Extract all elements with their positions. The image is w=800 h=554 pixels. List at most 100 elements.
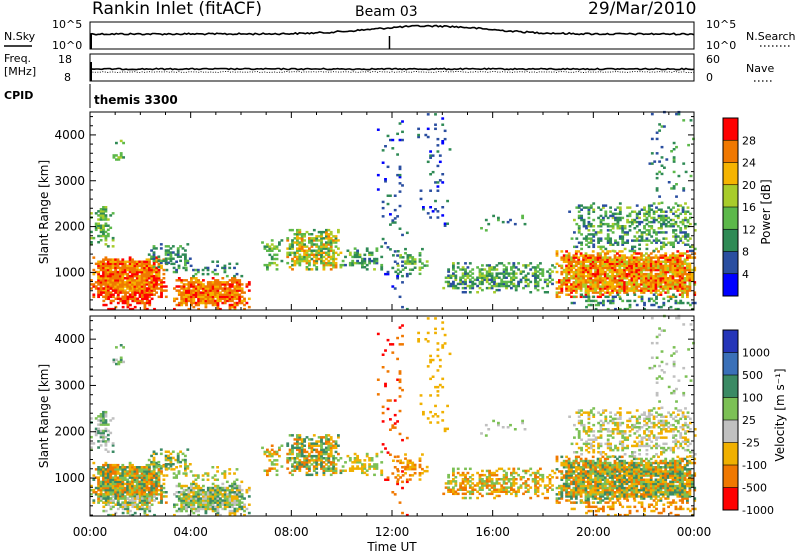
- velocity-cell: [138, 501, 142, 504]
- power-cell: [112, 307, 115, 311]
- velocity-cell: [123, 482, 127, 486]
- power-cell: [312, 255, 316, 259]
- power-cell: [613, 281, 617, 284]
- power-cell: [620, 262, 624, 266]
- power-cell: [611, 287, 615, 290]
- power-cell: [143, 297, 147, 301]
- velocity-cell: [308, 446, 311, 450]
- power-cell: [620, 272, 624, 276]
- power-cell: [683, 268, 687, 272]
- power-cell: [478, 270, 482, 273]
- power-cell: [99, 289, 103, 292]
- power-cell: [510, 266, 513, 269]
- velocity-heatmap: [90, 314, 697, 517]
- power-cell: [495, 284, 499, 288]
- power-cell: [131, 283, 134, 286]
- power-cell: [584, 254, 588, 257]
- power-cell: [337, 247, 340, 250]
- velocity-cell: [102, 431, 105, 435]
- velocity-cell: [197, 486, 201, 490]
- power-cell: [596, 264, 600, 268]
- power-cell: [645, 283, 648, 286]
- power-cell: [187, 283, 191, 286]
- power-cell: [650, 220, 654, 224]
- velocity-cell: [111, 442, 115, 445]
- power-cell: [135, 277, 139, 280]
- velocity-cell: [111, 491, 115, 494]
- power-cell: [648, 162, 652, 165]
- power-cell: [582, 222, 586, 226]
- power-cell: [392, 254, 395, 257]
- power-cell: [384, 178, 387, 181]
- power-cell: [329, 257, 333, 261]
- power-cell: [587, 229, 591, 232]
- power-cell: [106, 283, 110, 286]
- power-cell: [484, 229, 488, 232]
- power-cell: [115, 154, 118, 157]
- velocity-cell: [339, 471, 343, 475]
- power-cell: [365, 249, 369, 252]
- velocity-cell: [300, 461, 304, 464]
- power-cell: [124, 293, 127, 296]
- power-cell: [601, 270, 605, 274]
- power-cell: [657, 250, 660, 253]
- power-cell: [92, 293, 96, 296]
- power-cell: [626, 206, 630, 209]
- velocity-cell: [140, 476, 144, 479]
- power-cell: [587, 210, 591, 213]
- power-cell: [116, 283, 120, 286]
- velocity-cell: [138, 507, 142, 511]
- power-cell: [481, 278, 484, 282]
- power-cell: [180, 279, 184, 282]
- velocity-cell: [148, 468, 151, 471]
- power-cell: [676, 279, 680, 282]
- power-cell: [111, 266, 115, 270]
- power-cell: [481, 274, 484, 277]
- power-cell: [315, 245, 319, 248]
- power-cell: [187, 295, 191, 299]
- power-cell: [214, 295, 217, 299]
- velocity-cell: [194, 484, 198, 488]
- power-cell: [441, 181, 445, 184]
- colorbar-segment: [723, 273, 738, 297]
- velocity-cell: [126, 484, 130, 488]
- power-cell: [625, 289, 629, 292]
- velocity-cell: [219, 486, 222, 490]
- power-cell: [398, 138, 402, 142]
- power-cell: [623, 254, 627, 257]
- power-cell: [587, 258, 590, 261]
- velocity-cell: [209, 501, 213, 504]
- power-cell: [606, 241, 610, 244]
- power-cell: [308, 268, 311, 271]
- power-cell: [608, 268, 612, 272]
- velocity-cell: [293, 446, 297, 450]
- power-cell: [429, 173, 433, 176]
- power-cell: [162, 277, 166, 280]
- power-cell: [102, 208, 105, 211]
- power-cell: [585, 237, 588, 240]
- power-cell: [635, 204, 639, 207]
- power-cell: [310, 243, 314, 246]
- velocity-cell: [238, 501, 242, 504]
- power-cell: [389, 138, 392, 142]
- velocity-cell: [322, 452, 326, 456]
- power-cell: [119, 289, 122, 292]
- power-cell: [676, 241, 680, 244]
- power-cell: [664, 287, 668, 290]
- velocity-cell: [109, 476, 113, 479]
- velocity-cell: [169, 465, 173, 468]
- velocity-cell: [140, 484, 144, 488]
- power-cell: [657, 305, 661, 309]
- velocity-cell: [92, 499, 96, 502]
- power-cell: [317, 251, 321, 255]
- velocity-cell: [270, 454, 274, 458]
- power-cell: [616, 206, 620, 209]
- power-cell: [613, 270, 617, 274]
- velocity-cell: [145, 486, 149, 490]
- velocity-cell: [133, 501, 137, 504]
- velocity-cell: [141, 501, 144, 504]
- power-cell: [534, 268, 537, 271]
- velocity-cell: [194, 486, 198, 490]
- power-cell: [637, 268, 641, 272]
- power-cell: [201, 268, 205, 272]
